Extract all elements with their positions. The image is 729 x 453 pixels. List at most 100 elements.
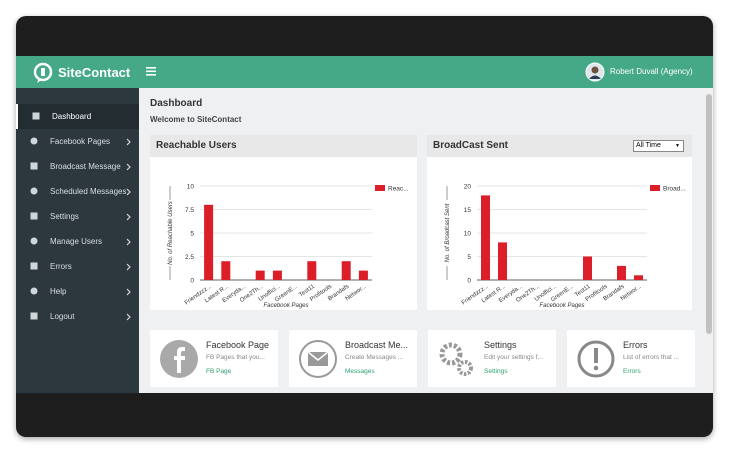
- card-link[interactable]: Settings: [484, 368, 508, 375]
- menu-icon: [30, 212, 38, 220]
- menu-item[interactable]: Dashboard: [16, 104, 139, 129]
- legend-swatch: [375, 185, 385, 191]
- y-axis-title: No. of Broadcast Sent: [445, 203, 451, 262]
- bar: [498, 242, 507, 280]
- panel-title: BroadCast Sent: [427, 135, 692, 157]
- menu-item[interactable]: Settings: [16, 204, 139, 229]
- menu-label: Broadcast Message: [50, 162, 121, 171]
- chevron-shape: [126, 213, 131, 221]
- panel-title: Reachable Users: [150, 135, 417, 157]
- exclaim: [594, 348, 598, 363]
- menu-item[interactable]: Manage Users: [16, 229, 139, 254]
- menu-label: Dashboard: [52, 112, 92, 121]
- legend-label: Reac...: [388, 186, 409, 193]
- scrollbar[interactable]: [705, 88, 713, 393]
- bar: [221, 261, 231, 280]
- device-frame: SiteContact Robert Duvall (Agency) Dashb…: [16, 16, 713, 437]
- menu-label: Facebook Pages: [50, 137, 111, 146]
- y-tick-label: 5: [467, 254, 471, 261]
- bar: [634, 275, 643, 280]
- card-icon: [160, 340, 198, 378]
- icon-shape: [30, 262, 38, 270]
- card[interactable]: Errors List of errors that ... Errors: [567, 330, 695, 387]
- y-tick-label: 0: [190, 278, 194, 285]
- menu-icon: [30, 262, 38, 270]
- card-icon: [299, 340, 337, 378]
- logo-icon: [33, 62, 53, 83]
- menu-item[interactable]: Facebook Pages: [16, 129, 139, 154]
- card-link[interactable]: Errors: [623, 368, 641, 375]
- bar: [307, 261, 317, 280]
- chevron: [126, 238, 131, 246]
- y-tick-label: 10: [187, 184, 195, 191]
- bar: [341, 261, 351, 280]
- menu-item[interactable]: Broadcast Message: [16, 154, 139, 179]
- chevron: [126, 313, 131, 321]
- bar: [583, 256, 592, 280]
- menu-label: Settings: [50, 212, 79, 221]
- icon-shape: [30, 137, 38, 145]
- f-glyph: [174, 347, 185, 373]
- icon-shape: [32, 112, 40, 120]
- menu-toggle[interactable]: [146, 67, 158, 77]
- card-text: Create Messages ...: [345, 354, 404, 361]
- icon-shape: [30, 312, 38, 320]
- chevron-shape: [126, 188, 131, 196]
- chart-panel: Reachable Users 0 2.5 5 7.5 10 Friendzzz... La…: [150, 135, 417, 310]
- menu-item[interactable]: Errors: [16, 254, 139, 279]
- bar: [481, 195, 490, 280]
- card-icon: [439, 342, 473, 376]
- menu-label: Scheduled Messages: [50, 187, 127, 196]
- card-link[interactable]: FB Page: [206, 368, 232, 375]
- card-text: Edit your settings f...: [484, 354, 543, 361]
- menu-item[interactable]: Help: [16, 279, 139, 304]
- y-tick-label: 5: [190, 231, 194, 238]
- y-tick-label: 10: [464, 231, 472, 238]
- legend-label: Broad...: [663, 186, 686, 193]
- chart-panel: BroadCast Sent All Time ▼ 0 5 10 15 20 Friendz…: [427, 135, 692, 310]
- icon-shape: [30, 237, 38, 245]
- scroll-thumb[interactable]: [706, 94, 712, 334]
- avatar[interactable]: [585, 62, 605, 82]
- exclaim-dot: [593, 365, 599, 371]
- chevron-shape: [126, 263, 131, 271]
- menu-icon: [30, 237, 38, 245]
- chevron-shape: [126, 163, 131, 171]
- card-icon: [577, 340, 615, 378]
- menu-label: Errors: [50, 262, 72, 271]
- card-title: Errors: [623, 340, 648, 350]
- card-link[interactable]: Messages: [345, 368, 375, 375]
- menu-icon: [30, 312, 38, 320]
- y-tick-label: 2.5: [185, 254, 194, 261]
- card[interactable]: Broadcast Me... Create Messages ... Messag…: [289, 330, 417, 387]
- chevron-shape: [126, 288, 131, 296]
- bar: [272, 270, 282, 280]
- x-axis-title: Facebook Pages: [263, 303, 308, 309]
- menu-item[interactable]: Logout: [16, 304, 139, 329]
- envelope-flap: [307, 351, 329, 361]
- menu-item[interactable]: Scheduled Messages: [16, 179, 139, 204]
- menu-label: Manage Users: [50, 237, 103, 246]
- menu-icon: [30, 162, 38, 170]
- y-tick-label: 0: [467, 278, 471, 285]
- card-title: Settings: [484, 340, 517, 350]
- chevron: [126, 288, 131, 296]
- y-axis-title: No. of Reachable Users: [168, 201, 174, 265]
- content: Dashboard Welcome to SiteContact Reachab…: [139, 88, 705, 393]
- card[interactable]: Facebook Page FB Pages that you... FB Page: [150, 330, 278, 387]
- filter-dropdown[interactable]: All Time ▼: [633, 140, 684, 152]
- icon-shape: [30, 187, 38, 195]
- chevron-shape: [126, 313, 131, 321]
- chevron: [126, 163, 131, 171]
- chevron: [126, 263, 131, 271]
- y-tick-label: 7.5: [185, 207, 194, 214]
- icon-shape: [30, 212, 38, 220]
- bar: [358, 270, 368, 280]
- user-name[interactable]: Robert Duvall (Agency): [610, 67, 693, 76]
- menu-label: Help: [50, 287, 67, 296]
- menu-icon: [30, 287, 38, 295]
- card-title: Broadcast Me...: [345, 340, 409, 350]
- card[interactable]: Settings Edit your settings f... Settings: [428, 330, 556, 387]
